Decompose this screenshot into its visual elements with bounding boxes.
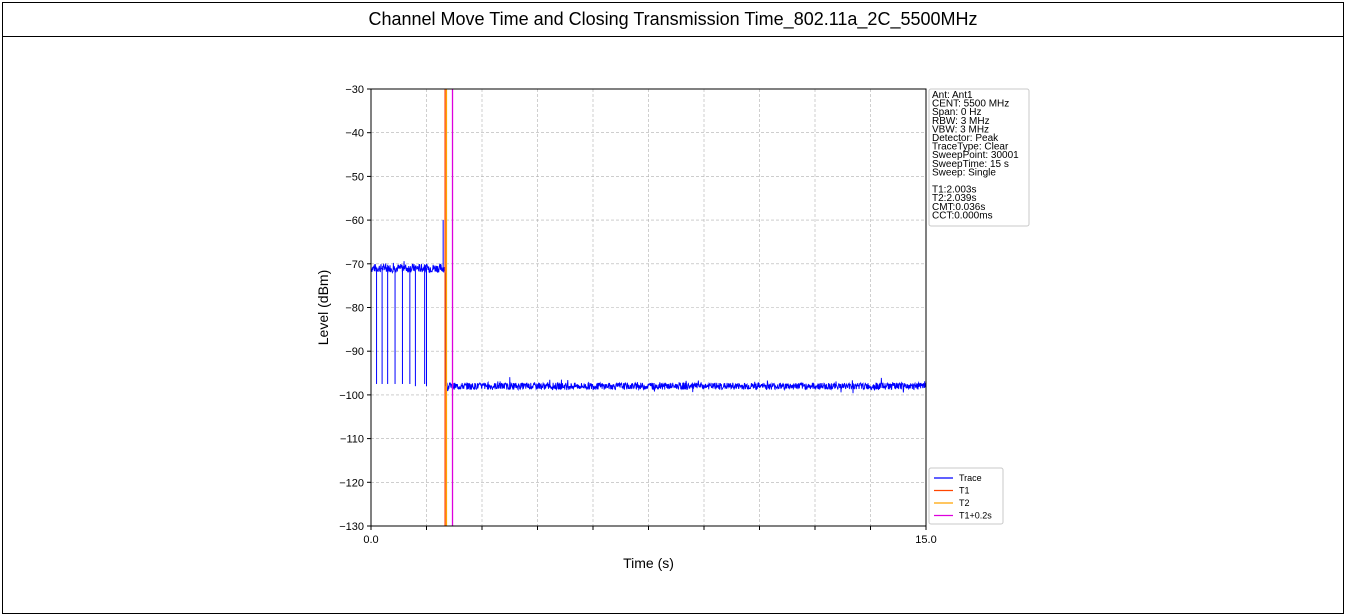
y-tick-label: −100 [339, 390, 364, 402]
info-line: TraceType: Clear [932, 142, 1009, 153]
info-line: SweepPoint: 30001 [932, 150, 1019, 161]
info-line: Sweep: Single [932, 167, 996, 178]
info-line: Ant: Ant1 [932, 90, 973, 101]
info-line: Detector: Peak [932, 133, 999, 144]
x-axis-label: Time (s) [623, 555, 674, 571]
grid-lines [371, 89, 926, 526]
info-line: T2:2.039s [932, 193, 976, 204]
trace-group [370, 220, 927, 394]
info-line: RBW: 3 MHz [932, 116, 990, 127]
legend-frame [928, 467, 1004, 525]
info-box-frame [928, 88, 1030, 227]
info-line: CENT: 5500 MHz [932, 99, 1009, 110]
y-tick-label: −30 [345, 84, 364, 96]
trace-segment [370, 261, 446, 274]
trace-segment [446, 377, 927, 394]
tick-group: −30 −40 −50 −60 −70 −80 −90 −100 −110 −120 −1300.0… [339, 84, 936, 546]
y-tick-label: −110 [340, 434, 364, 446]
legend-entry: Trace [959, 473, 982, 483]
info-line: Span: 0 Hz [932, 107, 981, 118]
info-line: CCT:0.000ms [932, 210, 993, 221]
legend-entry: T2 [959, 498, 970, 508]
legend-entry: T1+0.2s [959, 511, 992, 521]
y-tick-label: −120 [339, 477, 364, 489]
y-tick-label: −60 [345, 215, 364, 227]
legend-entry: T1 [959, 486, 970, 496]
y-axis-label: Level (dBm) [315, 270, 331, 345]
info-line: VBW: 3 MHz [932, 124, 989, 135]
y-tick-label: −80 [345, 303, 364, 315]
x-tick-label: 15.0 [915, 534, 936, 546]
y-tick-label: −50 [345, 171, 364, 183]
y-tick-label: −90 [345, 346, 364, 358]
y-tick-label: −130 [339, 521, 364, 533]
chart-title: Channel Move Time and Closing Transmissi… [3, 3, 1343, 37]
marker-lines [444, 89, 454, 526]
legend: Trace T1 T2 T1+0.2s [928, 467, 1004, 525]
x-tick-label: 0.0 [363, 534, 378, 546]
y-tick-label: −70 [345, 259, 364, 271]
info-line: T1:2.003s [932, 185, 976, 196]
info-line: CMT:0.036s [932, 202, 985, 213]
y-tick-label: −40 [345, 128, 364, 140]
info-line: SweepTime: 15 s [932, 159, 1009, 170]
